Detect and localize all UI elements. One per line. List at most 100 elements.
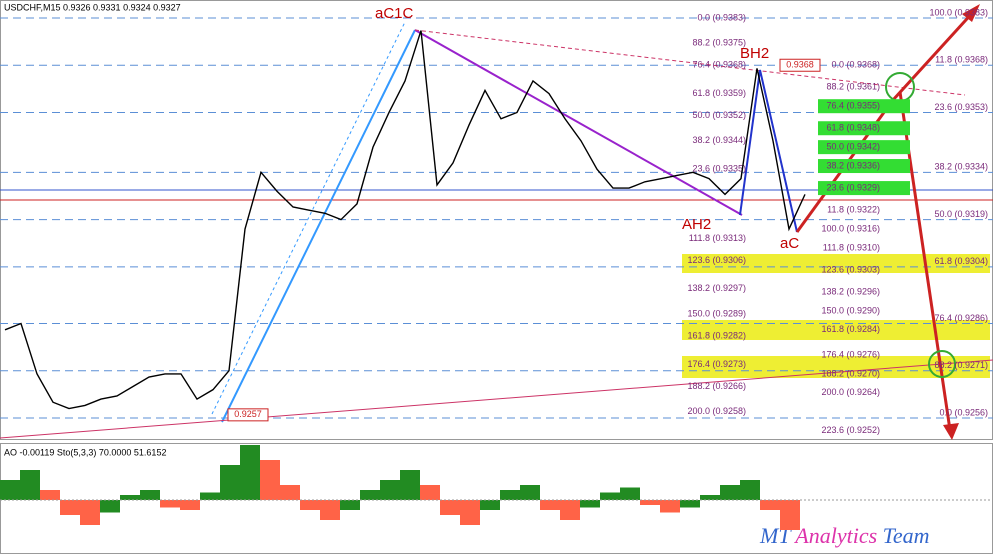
ao-bar — [340, 500, 360, 510]
fib-label: 38.2 (0.9336) — [826, 160, 880, 170]
ao-bar — [400, 470, 420, 500]
ao-bar — [580, 500, 600, 508]
fib-label: 76.4 (0.9286) — [934, 313, 988, 323]
fib-label: 100.0 (0.9316) — [821, 223, 880, 233]
ao-bar — [220, 465, 240, 500]
fib-highlight — [818, 140, 910, 155]
ao-bar — [460, 500, 480, 525]
arrow-head — [943, 423, 959, 440]
fib-label: 11.8 (0.9322) — [827, 205, 880, 215]
price-tag: 0.9257 — [234, 409, 262, 419]
fib-label: 150.0 (0.9290) — [821, 305, 880, 315]
ao-bar — [380, 480, 400, 500]
fib-label: 223.6 (0.9252) — [821, 425, 880, 435]
fib-label: 76.4 (0.9368) — [692, 60, 746, 70]
fib-label: 200.0 (0.9258) — [687, 406, 746, 416]
trend-line — [414, 29, 743, 216]
yellow-band — [682, 320, 990, 340]
fib-highlight — [818, 121, 910, 136]
watermark-part: Team — [883, 523, 930, 548]
wave-label: AH2 — [682, 216, 711, 233]
fib-label: 176.4 (0.9276) — [821, 349, 880, 359]
fib-highlight — [818, 181, 910, 196]
fib-label: 161.8 (0.9282) — [687, 330, 746, 340]
ao-bar — [740, 480, 760, 500]
wave-line — [739, 69, 798, 233]
ao-bar — [600, 492, 620, 500]
ao-bar — [260, 460, 280, 500]
arrow-head — [962, 4, 980, 22]
ao-bar — [40, 490, 60, 500]
target-circle — [928, 350, 956, 378]
fib-label: 138.2 (0.9297) — [687, 283, 746, 293]
fib-label: 23.6 (0.9335) — [692, 164, 746, 174]
ao-bar — [640, 500, 660, 505]
fib-label: 23.6 (0.9353) — [934, 102, 988, 112]
fib-label: 176.4 (0.9273) — [687, 359, 746, 369]
fib-label: 38.2 (0.9344) — [692, 135, 746, 145]
ao-bar — [300, 500, 320, 510]
price-line — [4, 30, 806, 410]
ao-bar — [500, 490, 520, 500]
lines — [0, 17, 993, 419]
ao-bar — [720, 485, 740, 500]
price-tag-box — [779, 58, 821, 72]
fib-label: 111.8 (0.9310) — [823, 242, 880, 252]
fib-label: 50.0 (0.9319) — [934, 209, 988, 219]
bands — [682, 254, 990, 378]
ao-bar — [200, 492, 220, 500]
ao-bar — [780, 500, 800, 530]
fib-label: 61.8 (0.9359) — [692, 88, 746, 98]
ao-bar — [180, 500, 200, 510]
fib-label: 76.4 (0.9355) — [826, 101, 880, 111]
ao-bar — [420, 485, 440, 500]
fib-highlight — [818, 99, 910, 114]
ao-bar — [680, 500, 700, 508]
fib-label: 100.0 (0.9383) — [929, 7, 988, 17]
ao-bar — [560, 500, 580, 520]
header: USDCHF,M15 0.9326 0.9331 0.9324 0.9327 — [4, 2, 181, 12]
ao-bar — [120, 495, 140, 500]
fib-label: 123.6 (0.9303) — [821, 264, 880, 274]
fib-label: 38.2 (0.9334) — [934, 162, 988, 172]
price-tag-box — [227, 408, 269, 422]
fib-label: 188.2 (0.9270) — [821, 368, 880, 378]
ao-bar — [20, 470, 40, 500]
ao-bar — [0, 480, 20, 500]
fib-label: 200.0 (0.9264) — [821, 387, 880, 397]
ao-bar — [140, 490, 160, 500]
yellow-band — [682, 254, 990, 273]
ao-bar — [280, 485, 300, 500]
wave-line — [221, 29, 416, 423]
ao-bar — [160, 500, 180, 508]
ao-bar — [320, 500, 340, 520]
ao-bar — [700, 495, 720, 500]
fib-label: 161.8 (0.9284) — [821, 324, 880, 334]
fib-label: 88.2 (0.9361) — [826, 82, 880, 92]
watermark-part: Analytics — [793, 523, 877, 548]
fib-label: 88.2 (0.9271) — [934, 360, 988, 370]
fib-label: 0.0 (0.9256) — [939, 407, 988, 417]
trend-line — [0, 359, 993, 439]
trend-line — [414, 29, 966, 96]
ao-bar — [80, 500, 100, 525]
fib-highlight — [818, 159, 910, 174]
fib-label: 150.0 (0.9289) — [687, 308, 746, 318]
ao-bar — [60, 500, 80, 515]
ao-bar — [440, 500, 460, 515]
ao-bar — [360, 490, 380, 500]
fib-label: 188.2 (0.9266) — [687, 381, 746, 391]
wave-label: BH2 — [740, 45, 769, 62]
ao-bar — [480, 500, 500, 510]
ao-bar — [760, 500, 780, 510]
wave-label: aC1C — [375, 5, 414, 22]
ao-bar — [520, 485, 540, 500]
fib-label: 111.8 (0.9313) — [689, 233, 746, 243]
arrow — [891, 8, 977, 102]
wave-line — [211, 21, 406, 415]
ao-bar — [620, 487, 640, 500]
fib-label: 23.6 (0.9329) — [826, 182, 880, 192]
yellow-band — [682, 356, 990, 378]
